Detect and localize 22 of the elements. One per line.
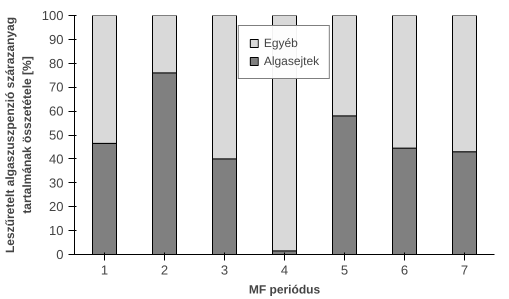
y-tick-label: 30 bbox=[49, 175, 64, 190]
y-tick-label: 70 bbox=[49, 80, 64, 95]
y-tick-label: 40 bbox=[49, 151, 64, 166]
y-tick-label: 80 bbox=[49, 56, 64, 71]
x-tick-label: 5 bbox=[340, 262, 348, 278]
y-tick-label: 0 bbox=[56, 247, 64, 262]
legend-label: Algasejtek bbox=[264, 54, 320, 68]
y-tick-label: 60 bbox=[49, 104, 64, 119]
y-tick-label: 100 bbox=[42, 8, 64, 23]
x-tick-label: 7 bbox=[460, 262, 468, 278]
x-tick-label: 1 bbox=[100, 262, 108, 278]
x-axis-title: MF periódus bbox=[248, 282, 320, 296]
x-tick-label: 6 bbox=[400, 262, 408, 278]
y-tick-label: 20 bbox=[49, 199, 64, 214]
y-tick-label: 10 bbox=[49, 223, 64, 238]
legend-label: Egyéb bbox=[264, 36, 298, 50]
y-axis-title: Leszűretelt algaszuszpenzió szárazanyag tartalmának összetétele [%] bbox=[3, 16, 34, 254]
x-tick-label: 3 bbox=[220, 262, 228, 278]
y-tick-label: 50 bbox=[49, 128, 64, 142]
x-tick-label: 2 bbox=[160, 262, 168, 278]
y-tick-label: 90 bbox=[49, 32, 64, 47]
x-tick-label: 4 bbox=[280, 262, 288, 278]
